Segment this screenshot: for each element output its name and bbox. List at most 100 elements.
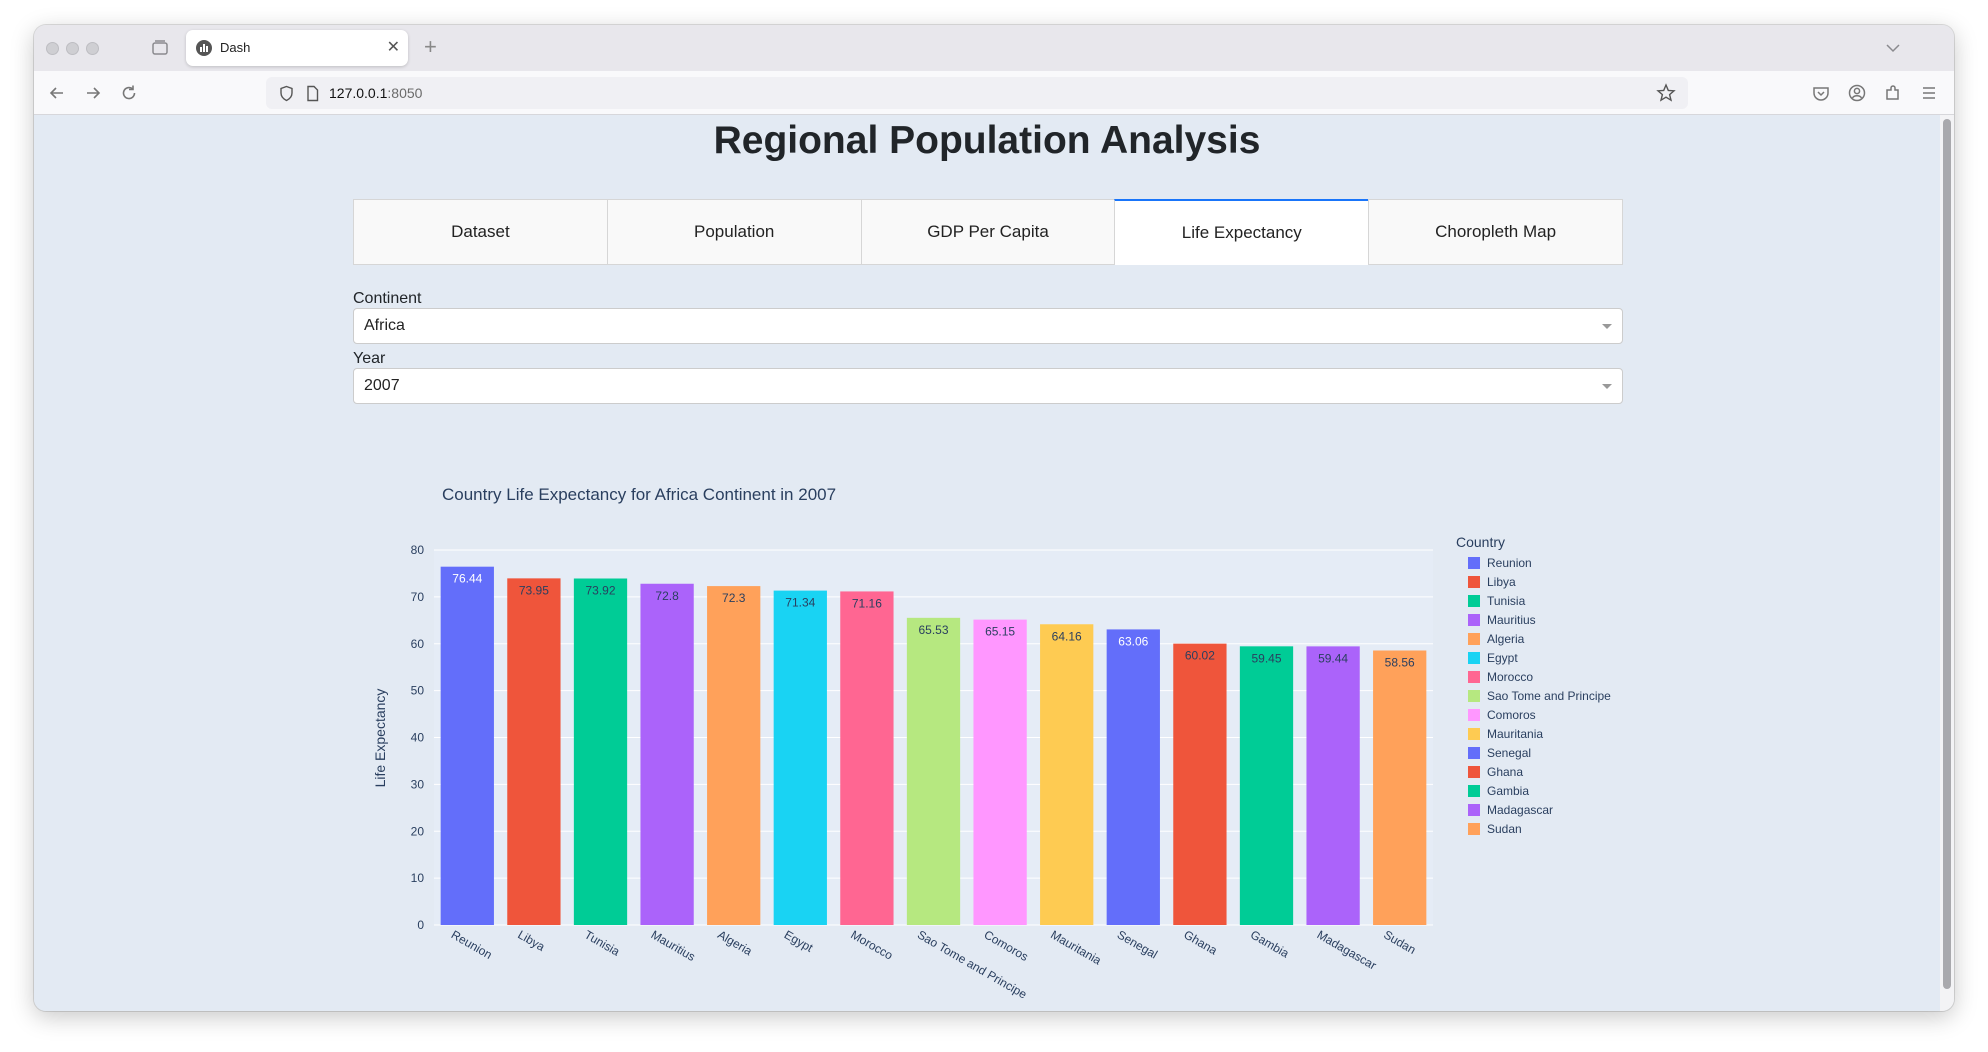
tab-overview-icon[interactable] [150, 38, 170, 58]
legend-item-label: Mauritania [1487, 727, 1543, 741]
bar-mauritius [640, 583, 694, 925]
url-text[interactable]: 127.0.0.1:8050 [329, 85, 422, 101]
x-tick-label: Libya [515, 927, 547, 954]
legend-item-label: Senegal [1487, 746, 1531, 760]
tab-dataset[interactable]: Dataset [353, 199, 607, 265]
dropdown-arrow-icon[interactable] [1602, 384, 1612, 389]
x-tick-label: Sao Tome and Principe [915, 927, 1030, 1001]
reload-icon[interactable] [118, 82, 140, 104]
legend-item-label: Tunisia [1487, 594, 1526, 608]
bar-value-label: 72.3 [722, 591, 746, 605]
bar-sao-tome-and-principe [906, 617, 961, 925]
menu-icon[interactable] [1918, 82, 1940, 104]
legend-item-label: Comoros [1487, 708, 1536, 722]
bookmark-star-icon[interactable] [1656, 83, 1676, 103]
new-tab-icon[interactable]: + [424, 34, 437, 59]
bar-egypt [773, 590, 827, 925]
legend-swatch [1468, 823, 1480, 835]
legend-swatch [1468, 652, 1480, 664]
x-tick-label: Madagascar [1315, 927, 1379, 972]
bar-value-label: 76.44 [452, 572, 482, 586]
y-tick-label: 0 [417, 918, 424, 932]
legend-swatch [1468, 576, 1480, 588]
scrollbar-thumb[interactable] [1943, 119, 1951, 989]
x-tick-label: Gambia [1248, 927, 1292, 960]
maximize-window-button[interactable] [86, 42, 99, 55]
shield-icon[interactable] [278, 85, 295, 102]
bar-algeria [707, 586, 761, 925]
life-expectancy-bar-chart: 0 10 20 30 40 50 60 70 80 76.44 Reunion 73.95 Libya 7… [372, 485, 1611, 1002]
extensions-icon[interactable] [1882, 82, 1904, 104]
legend-swatch [1468, 766, 1480, 778]
continent-dropdown[interactable]: Africa [353, 308, 1623, 344]
bar-value-label: 71.34 [785, 596, 815, 610]
x-tick-label: Reunion [449, 927, 495, 961]
bar-morocco [840, 591, 894, 925]
bar-value-label: 64.16 [1052, 629, 1082, 643]
legend-item-label: Madagascar [1487, 803, 1553, 817]
legend-item-label: Morocco [1487, 670, 1533, 684]
legend-swatch [1468, 557, 1480, 569]
tab-life-expectancy[interactable]: Life Expectancy [1114, 199, 1369, 265]
tab-population[interactable]: Population [606, 199, 861, 265]
bar-value-label: 58.56 [1385, 656, 1415, 670]
legend-item-label: Sao Tome and Principe [1487, 689, 1611, 703]
bar-reunion [440, 566, 494, 925]
bar-mauritania [1040, 624, 1094, 925]
forward-arrow-icon[interactable] [82, 82, 104, 104]
y-tick-label: 40 [411, 731, 425, 745]
x-tick-label: Mauritius [649, 927, 698, 963]
y-tick-label: 70 [411, 590, 425, 604]
x-tick-label: Mauritania [1048, 927, 1104, 967]
legend-swatch [1468, 709, 1480, 721]
continent-selected-value: Africa [364, 317, 405, 334]
bar-value-label: 73.95 [519, 583, 549, 597]
close-tab-icon[interactable]: ✕ [386, 39, 400, 56]
browser-tab[interactable]: Dash ✕ [186, 30, 408, 66]
account-icon[interactable] [1846, 82, 1868, 104]
x-tick-label: Tunisia [582, 927, 622, 958]
tab-gdp-per-capita[interactable]: GDP Per Capita [860, 199, 1115, 265]
legend-item-label: Gambia [1487, 784, 1529, 798]
back-arrow-icon[interactable] [46, 82, 68, 104]
chevron-down-icon[interactable] [1882, 37, 1904, 59]
page-info-icon[interactable] [304, 85, 321, 102]
legend-item-label: Ghana [1487, 765, 1523, 779]
x-tick-label: Egypt [782, 927, 816, 955]
y-tick-label: 10 [411, 871, 425, 885]
bar-value-label: 63.06 [1118, 634, 1148, 648]
close-window-button[interactable] [46, 42, 59, 55]
pocket-icon[interactable] [1810, 82, 1832, 104]
year-dropdown[interactable]: 2007 [353, 368, 1623, 404]
browser-tab-bar: Dash ✕ + [34, 25, 1954, 71]
address-bar[interactable]: 127.0.0.1:8050 [266, 77, 1688, 109]
bar-tunisia [573, 578, 628, 925]
bar-value-label: 72.8 [655, 589, 679, 603]
bar-madagascar [1306, 646, 1360, 925]
page-title: Regional Population Analysis [713, 119, 1261, 162]
bar-libya [507, 578, 561, 925]
legend-swatch [1468, 747, 1480, 759]
y-tick-label: 20 [411, 824, 425, 838]
legend-swatch [1468, 690, 1480, 702]
browser-toolbar: 127.0.0.1:8050 [34, 71, 1954, 115]
bar-senegal [1106, 629, 1160, 925]
legend-swatch [1468, 671, 1480, 683]
x-tick-label: Algeria [715, 927, 755, 958]
legend-swatch [1468, 595, 1480, 607]
continent-label: Continent [353, 290, 422, 307]
x-tick-label: Comoros [982, 927, 1031, 963]
legend-swatch [1468, 728, 1480, 740]
bar-value-label: 73.92 [585, 584, 615, 598]
tab-choropleth-map[interactable]: Choropleth Map [1368, 199, 1623, 265]
legend-swatch [1468, 614, 1480, 626]
year-selected-value: 2007 [364, 377, 400, 394]
page-scrollbar[interactable] [1940, 115, 1954, 1011]
y-tick-label: 60 [411, 637, 425, 651]
bar-gambia [1239, 646, 1294, 925]
dropdown-arrow-icon[interactable] [1602, 324, 1612, 329]
tab-bar: Dataset Population GDP Per Capita Life E… [353, 199, 1623, 265]
y-axis-title: Life Expectancy [372, 689, 388, 788]
bar-sudan [1373, 650, 1427, 925]
minimize-window-button[interactable] [66, 42, 79, 55]
